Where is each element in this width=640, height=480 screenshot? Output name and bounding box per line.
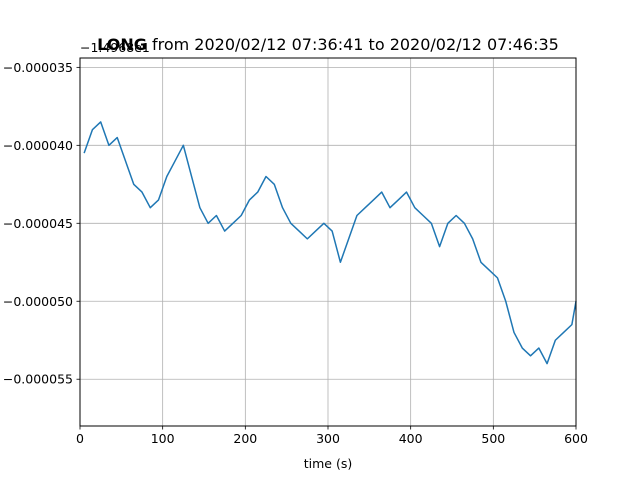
y-axis-ticks: −0.000055 −0.000050 −0.000045 −0.000040 −0.0… xyxy=(3,60,80,387)
x-tick-label: 100 xyxy=(151,431,175,446)
chart-title: LONG from 2020/02/12 07:36:41 to 2020/02… xyxy=(97,35,559,54)
x-tick-label: 400 xyxy=(399,431,423,446)
x-axis-label: time (s) xyxy=(304,456,352,471)
x-tick-label: 200 xyxy=(233,431,257,446)
x-tick-label: 500 xyxy=(481,431,505,446)
series-layer xyxy=(83,121,577,365)
y-tick-label: −0.000035 xyxy=(3,60,73,75)
y-offset-label: −1.4968e1 xyxy=(80,40,150,55)
y-tick-label: −0.000040 xyxy=(3,138,73,153)
chart-title-bold: LONG xyxy=(97,35,147,54)
x-tick-label: 300 xyxy=(316,431,340,446)
grid-lines xyxy=(79,58,577,426)
series-line xyxy=(83,121,577,365)
chart-title-rest: from 2020/02/12 07:36:41 to 2020/02/12 0… xyxy=(147,35,559,54)
y-tick-label: −0.000045 xyxy=(3,216,73,231)
x-axis-ticks: 0 100 200 300 400 500 600 xyxy=(76,426,588,446)
y-tick-label: −0.000055 xyxy=(3,372,73,387)
x-tick-label: 600 xyxy=(564,431,588,446)
x-tick-label: 0 xyxy=(76,431,84,446)
y-tick-label: −0.000050 xyxy=(3,294,73,309)
